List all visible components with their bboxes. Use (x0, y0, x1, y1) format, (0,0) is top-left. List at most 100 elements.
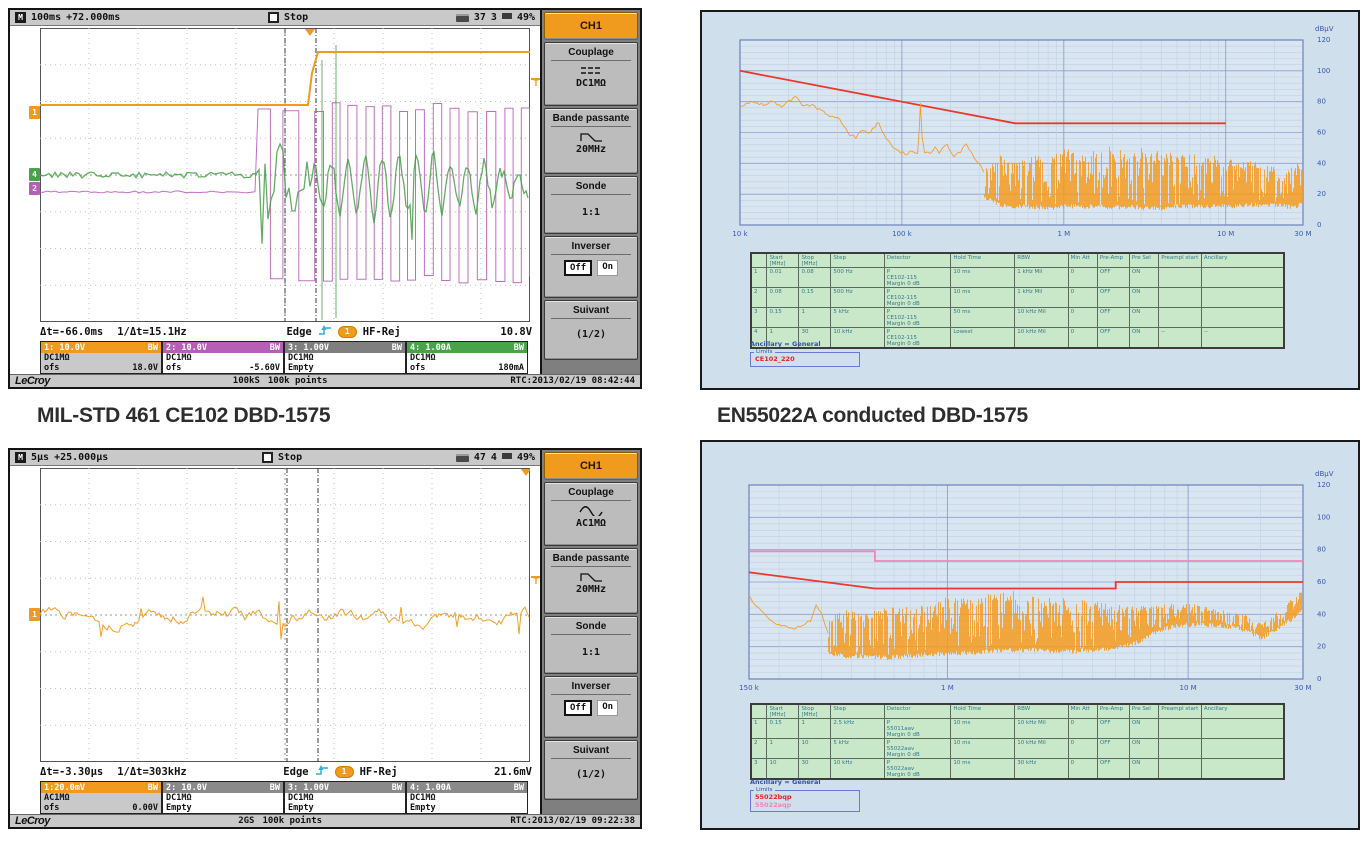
trigger-level-marker[interactable]: T (531, 78, 541, 89)
trigger-type: Edge (286, 326, 312, 338)
table-row: 3 10 30 10 kHz P 55022aav Margin 0 dB 10 ms 30 k… (750, 758, 1285, 780)
measurement-row: Δt=-3.30µs 1/Δt=303kHz Edge 1 HF-Rej 21.… (40, 764, 532, 780)
delta-t: Δt=-3.30µs (40, 766, 104, 778)
bandwidth-button[interactable]: Bande passante 20MHz (544, 548, 638, 614)
channel-1-info-box[interactable]: 1: 10.0V BW DC1MΩ ofs 18.0V (40, 341, 162, 374)
table-cell: ON (1128, 287, 1160, 308)
table-header-cell: Ancillary (1200, 703, 1285, 719)
probe-button[interactable]: Sonde 1:1 (544, 176, 638, 234)
invert-button[interactable]: Inverser Off On (544, 676, 638, 738)
channel-coupling: DC1MΩ (410, 353, 436, 363)
inverse-delta-t: 1/Δt=15.1Hz (117, 326, 187, 338)
table-cell: ON (1128, 718, 1160, 739)
channel-3-info-box[interactable]: 3: 1.00V BW DC1MΩ Empty (284, 341, 406, 374)
channel-coupling: DC1MΩ (166, 793, 192, 803)
storage-percent: 49% (516, 452, 536, 463)
limits-box-title: Limits (754, 787, 775, 793)
table-row: 1 0.15 1 2.5 kHz P 55011aav Margin 0 dB 10 ms 10… (750, 718, 1285, 739)
table-cell: 2 (750, 287, 768, 308)
channel-3-info-box[interactable]: 3: 1.00V BW DC1MΩ Empty (284, 781, 406, 814)
channel-coupling: DC1MΩ (288, 793, 314, 803)
table-cell: ON (1128, 267, 1160, 288)
table-header-cell: Pre-Amp (1096, 252, 1130, 268)
invert-on-option[interactable]: On (597, 700, 619, 716)
invert-button[interactable]: Inverser Off On (544, 236, 638, 298)
svg-text:30 M: 30 M (1294, 230, 1311, 238)
brand-logo: LeCroy (15, 375, 50, 387)
table-cell: 5 kHz (830, 738, 885, 759)
invert-on-option[interactable]: On (597, 260, 619, 276)
table-header-cell: Min Att (1067, 703, 1098, 719)
table-header-cell: Start [MHz] (766, 703, 800, 719)
svg-text:100: 100 (1317, 513, 1330, 521)
channel-scale: 1: 10.0V (44, 342, 85, 353)
offset-label: Empty (288, 803, 314, 813)
rising-edge-icon (315, 764, 329, 780)
table-cell: 1 kHz Mil (1014, 267, 1069, 288)
svg-text:20: 20 (1317, 643, 1326, 651)
bandwidth-button[interactable]: Bande passante 20MHz (544, 108, 638, 174)
table-cell (1158, 267, 1202, 288)
invert-off-option[interactable]: Off (563, 260, 593, 276)
svg-text:60: 60 (1317, 129, 1326, 137)
channel-coupling: DC1MΩ (44, 353, 70, 363)
coupling-button[interactable]: Couplage DC1MΩ (544, 42, 638, 106)
next-page-button[interactable]: Suivant (1/2) (544, 740, 638, 800)
menu-channel-header[interactable]: CH1 (544, 452, 638, 480)
storage-icon (501, 13, 512, 22)
table-cell: -- (1158, 327, 1202, 349)
next-page-button[interactable]: Suivant (1/2) (544, 300, 638, 360)
table-cell: 10 ms (950, 758, 1016, 780)
channel-coupling: DC1MΩ (288, 353, 314, 363)
limit-name: CE102_220 (755, 355, 795, 363)
delay-value: +25.000µs (54, 452, 109, 463)
bw-flag: BW (147, 782, 158, 793)
offset-value: 18.0V (132, 363, 158, 373)
rtc-clock: RTC:2013/02/19 08:42:44 (510, 376, 636, 386)
table-header-cell (750, 252, 768, 268)
table-cell: OFF (1096, 738, 1130, 759)
table-cell: 500 Hz (830, 287, 885, 308)
invert-off-option[interactable]: Off (563, 700, 593, 716)
channel-1-info-box[interactable]: 1:20.0mV BW AC1MΩ ofs 0.00V (40, 781, 162, 814)
rising-edge-icon (318, 324, 332, 340)
channel-scale: 4: 1.00A (410, 342, 451, 353)
table-cell: 30 kHz (1014, 758, 1069, 780)
trigger-level-value: 10.8V (500, 326, 533, 338)
printer-icon (455, 13, 469, 22)
table-cell: 0.01 (766, 267, 800, 288)
ancillary-note: Ancillary = General (750, 340, 821, 348)
table-header-cell: RBW (1014, 252, 1069, 268)
probe-button[interactable]: Sonde 1:1 (544, 616, 638, 674)
table-header-cell: Ancillary (1200, 252, 1285, 268)
channel-scale: 2: 10.0V (166, 782, 207, 793)
channel-2-info-box[interactable]: 2: 10.0V BW DC1MΩ ofs -5.60V (162, 341, 284, 374)
channel-2-info-box[interactable]: 2: 10.0V BW DC1MΩ Empty (162, 781, 284, 814)
caption-en55022: EN55022A conducted DBD-1575 (717, 404, 1028, 427)
table-cell: ON (1128, 738, 1160, 759)
table-cell: 10 ms (950, 287, 1016, 308)
trigger-level-marker[interactable]: T (531, 576, 541, 587)
table-cell: OFF (1096, 307, 1130, 328)
menu-channel-header[interactable]: CH1 (544, 12, 638, 40)
offset-label: ofs (410, 363, 426, 373)
table-cell (1200, 738, 1285, 759)
trigger-coupling: HF-Rej (359, 766, 398, 778)
waveform-display (39, 28, 531, 322)
channel-4-info-box[interactable]: 4: 1.00A BW DC1MΩ ofs 180mA (406, 341, 528, 374)
table-cell: 10 (766, 758, 800, 780)
table-header-cell: Detector (883, 252, 952, 268)
channel-4-info-box[interactable]: 4: 1.00A BW DC1MΩ Empty (406, 781, 528, 814)
table-cell (1200, 718, 1285, 739)
caption-milstd: MIL-STD 461 CE102 DBD-1575 (37, 404, 331, 427)
table-cell: 1 kHz Mil (1014, 287, 1069, 308)
trigger-source-badge: 1 (334, 766, 354, 778)
avg-count: 3 (490, 12, 497, 23)
table-cell: ON (1128, 758, 1160, 780)
timebase-mode-icon: M (15, 452, 26, 463)
coupling-button[interactable]: Couplage AC1MΩ (544, 482, 638, 546)
rtc-clock: RTC:2013/02/19 09:22:38 (510, 816, 635, 826)
table-cell: P CE102-115 Margin 0 dB (883, 287, 952, 308)
stop-icon (262, 452, 274, 463)
